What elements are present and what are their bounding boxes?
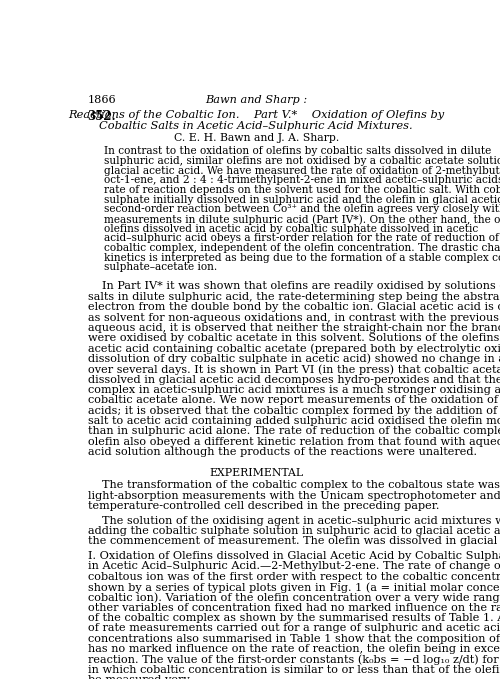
Text: acetic acid containing cobaltic acetate (prepared both by electrolytic oxidation: acetic acid containing cobaltic acetate … — [88, 344, 500, 354]
Text: reaction. The value of the first-order constants (k₀bs = −d log₁₀ z/dt) for the : reaction. The value of the first-order c… — [88, 655, 500, 665]
Text: acid solution although the products of the reactions were unaltered.: acid solution although the products of t… — [88, 447, 476, 457]
Text: 352.: 352. — [88, 110, 117, 123]
Text: the commencement of measurement. The olefin was dissolved in glacial acetic acid: the commencement of measurement. The ole… — [88, 536, 500, 547]
Text: dissolution of dry cobaltic sulphate in acetic acid) showed no change in absorpt: dissolution of dry cobaltic sulphate in … — [88, 354, 500, 365]
Text: In Part IV* it was shown that olefins are readily oxidised by solutions of cobal: In Part IV* it was shown that olefins ar… — [102, 282, 500, 291]
Text: The solution of the oxidising agent in acetic–sulphuric acid mixtures was prepar: The solution of the oxidising agent in a… — [102, 515, 500, 526]
Text: light-absorption measurements with the Unicam spectrophotometer and: light-absorption measurements with the U… — [88, 491, 500, 501]
Text: acids; it is observed that the cobaltic complex formed by the addition of the co: acids; it is observed that the cobaltic … — [88, 405, 500, 416]
Text: Cobaltic Salts in Acetic Acid–Sulphuric Acid Mixtures.: Cobaltic Salts in Acetic Acid–Sulphuric … — [100, 122, 413, 131]
Text: cobaltic acetate alone. We now report measurements of the oxidation of olefins i: cobaltic acetate alone. We now report me… — [88, 395, 500, 405]
Text: sulphate–acetate ion.: sulphate–acetate ion. — [104, 262, 217, 272]
Text: Reactions of the Cobaltic Ion.    Part V.*    Oxidation of Olefins by: Reactions of the Cobaltic Ion. Part V.* … — [68, 110, 444, 120]
Text: acid–sulphuric acid obeys a first-order relation for the rate of reduction of th: acid–sulphuric acid obeys a first-order … — [104, 234, 500, 243]
Text: of rate measurements carried out for a range of sulphuric and acetic acid: of rate measurements carried out for a r… — [88, 623, 500, 634]
Text: sulphuric acid, similar olefins are not oxidised by a cobaltic acetate solution : sulphuric acid, similar olefins are not … — [104, 156, 500, 166]
Text: be measured very: be measured very — [88, 675, 190, 679]
Text: aqueous acid, it is observed that neither the straight-chain nor the branched ol: aqueous acid, it is observed that neithe… — [88, 323, 500, 333]
Text: olefins dissolved in acetic acid by cobaltic sulphate dissolved in acetic: olefins dissolved in acetic acid by coba… — [104, 223, 478, 234]
Text: dissolved in glacial acetic acid decomposes hydro-peroxides and that the cobalti: dissolved in glacial acetic acid decompo… — [88, 375, 500, 384]
Text: were oxidised by cobaltic acetate in this solvent. Solutions of the olefins in g: were oxidised by cobaltic acetate in thi… — [88, 333, 500, 343]
Text: In contrast to the oxidation of olefins by cobaltic salts dissolved in dilute: In contrast to the oxidation of olefins … — [104, 146, 491, 156]
Text: of the cobaltic complex as shown by the summarised results of Table 1. A similar: of the cobaltic complex as shown by the … — [88, 613, 500, 623]
Text: The transformation of the cobaltic complex to the cobaltous state was followed b: The transformation of the cobaltic compl… — [102, 481, 500, 490]
Text: in Acetic Acid–Sulphuric Acid.—2-Methylbut-2-ene. The rate of change of cobaltic: in Acetic Acid–Sulphuric Acid.—2-Methylb… — [88, 562, 500, 571]
Text: measurements in dilute sulphuric acid (Part IV*). On the other hand, the oxidati: measurements in dilute sulphuric acid (P… — [104, 214, 500, 225]
Text: EXPERIMENTAL: EXPERIMENTAL — [209, 468, 304, 478]
Text: complex in acetic-sulphuric acid mixtures is a much stronger oxidising agent tha: complex in acetic-sulphuric acid mixture… — [88, 385, 500, 395]
Text: Bawn and Sharp :: Bawn and Sharp : — [205, 95, 308, 105]
Text: rate of reaction depends on the solvent used for the cobaltic salt. With cobalti: rate of reaction depends on the solvent … — [104, 185, 500, 195]
Text: olefin also obeyed a different kinetic relation from that found with aqueous sul: olefin also obeyed a different kinetic r… — [88, 437, 500, 447]
Text: electron from the double bond by the cobaltic ion. Glacial acetic acid is common: electron from the double bond by the cob… — [88, 302, 500, 312]
Text: sulphate initially dissolved in sulphuric acid and the olefin in glacial acetic : sulphate initially dissolved in sulphuri… — [104, 195, 500, 204]
Text: concentrations also summarised in Table 1 show that the composition of the acid : concentrations also summarised in Table … — [88, 634, 500, 644]
Text: salts in dilute sulphuric acid, the rate-determining step being the abstraction : salts in dilute sulphuric acid, the rate… — [88, 292, 500, 301]
Text: cobaltic ion). Variation of the olefin concentration over a very wide range with: cobaltic ion). Variation of the olefin c… — [88, 592, 500, 603]
Text: has no marked influence on the rate of reaction, the olefin being in excess of: has no marked influence on the rate of r… — [88, 644, 500, 654]
Text: in which cobaltic concentration is similar to or less than that of the olefin co: in which cobaltic concentration is simil… — [88, 665, 500, 675]
Text: kinetics is interpreted as being due to the formation of a stable complex cobalt: kinetics is interpreted as being due to … — [104, 253, 500, 263]
Text: other variables of concentration fixed had no marked influence on the rate of re: other variables of concentration fixed h… — [88, 603, 500, 612]
Text: I. Oxidation of Olefins dissolved in Glacial Acetic Acid by Cobaltic Sulphate So: I. Oxidation of Olefins dissolved in Gla… — [88, 551, 500, 561]
Text: temperature-controlled cell described in the preceding paper.: temperature-controlled cell described in… — [88, 501, 439, 511]
Text: oct-1-ene, and 2 : 4 : 4-trimethylpent-2-ene in mixed acetic–sulphuric acids. Th: oct-1-ene, and 2 : 4 : 4-trimethylpent-2… — [104, 175, 500, 185]
Text: 1866: 1866 — [88, 95, 117, 105]
Text: as solvent for non-aqueous oxidations and, in contrast with the previous results: as solvent for non-aqueous oxidations an… — [88, 312, 500, 323]
Text: C. E. H. Bawn and J. A. Sharp.: C. E. H. Bawn and J. A. Sharp. — [174, 132, 339, 143]
Text: over several days. It is shown in Part VI (in the press) that cobaltic acetate: over several days. It is shown in Part V… — [88, 364, 500, 375]
Text: than in sulphuric acid alone. The rate of reduction of the cobaltic complex by t: than in sulphuric acid alone. The rate o… — [88, 426, 500, 437]
Text: adding the cobaltic sulphate solution in sulphuric acid to glacial acetic acid b: adding the cobaltic sulphate solution in… — [88, 526, 500, 536]
Text: shown by a series of typical plots given in Fig. 1 (a = initial molar concentrat: shown by a series of typical plots given… — [88, 582, 500, 593]
Text: salt to acetic acid containing added sulphuric acid oxidised the olefin more slo: salt to acetic acid containing added sul… — [88, 416, 500, 426]
Text: cobaltic complex, independent of the olefin concentration. The drastic change in: cobaltic complex, independent of the ole… — [104, 243, 500, 253]
Text: glacial acetic acid. We have measured the rate of oxidation of 2-methylbut-2-ene: glacial acetic acid. We have measured th… — [104, 166, 500, 176]
Text: cobaltous ion was of the first order with respect to the cobaltic concentration : cobaltous ion was of the first order wit… — [88, 572, 500, 582]
Text: second-order reaction between Co³⁺ and the olefin agrees very closely with: second-order reaction between Co³⁺ and t… — [104, 204, 500, 215]
